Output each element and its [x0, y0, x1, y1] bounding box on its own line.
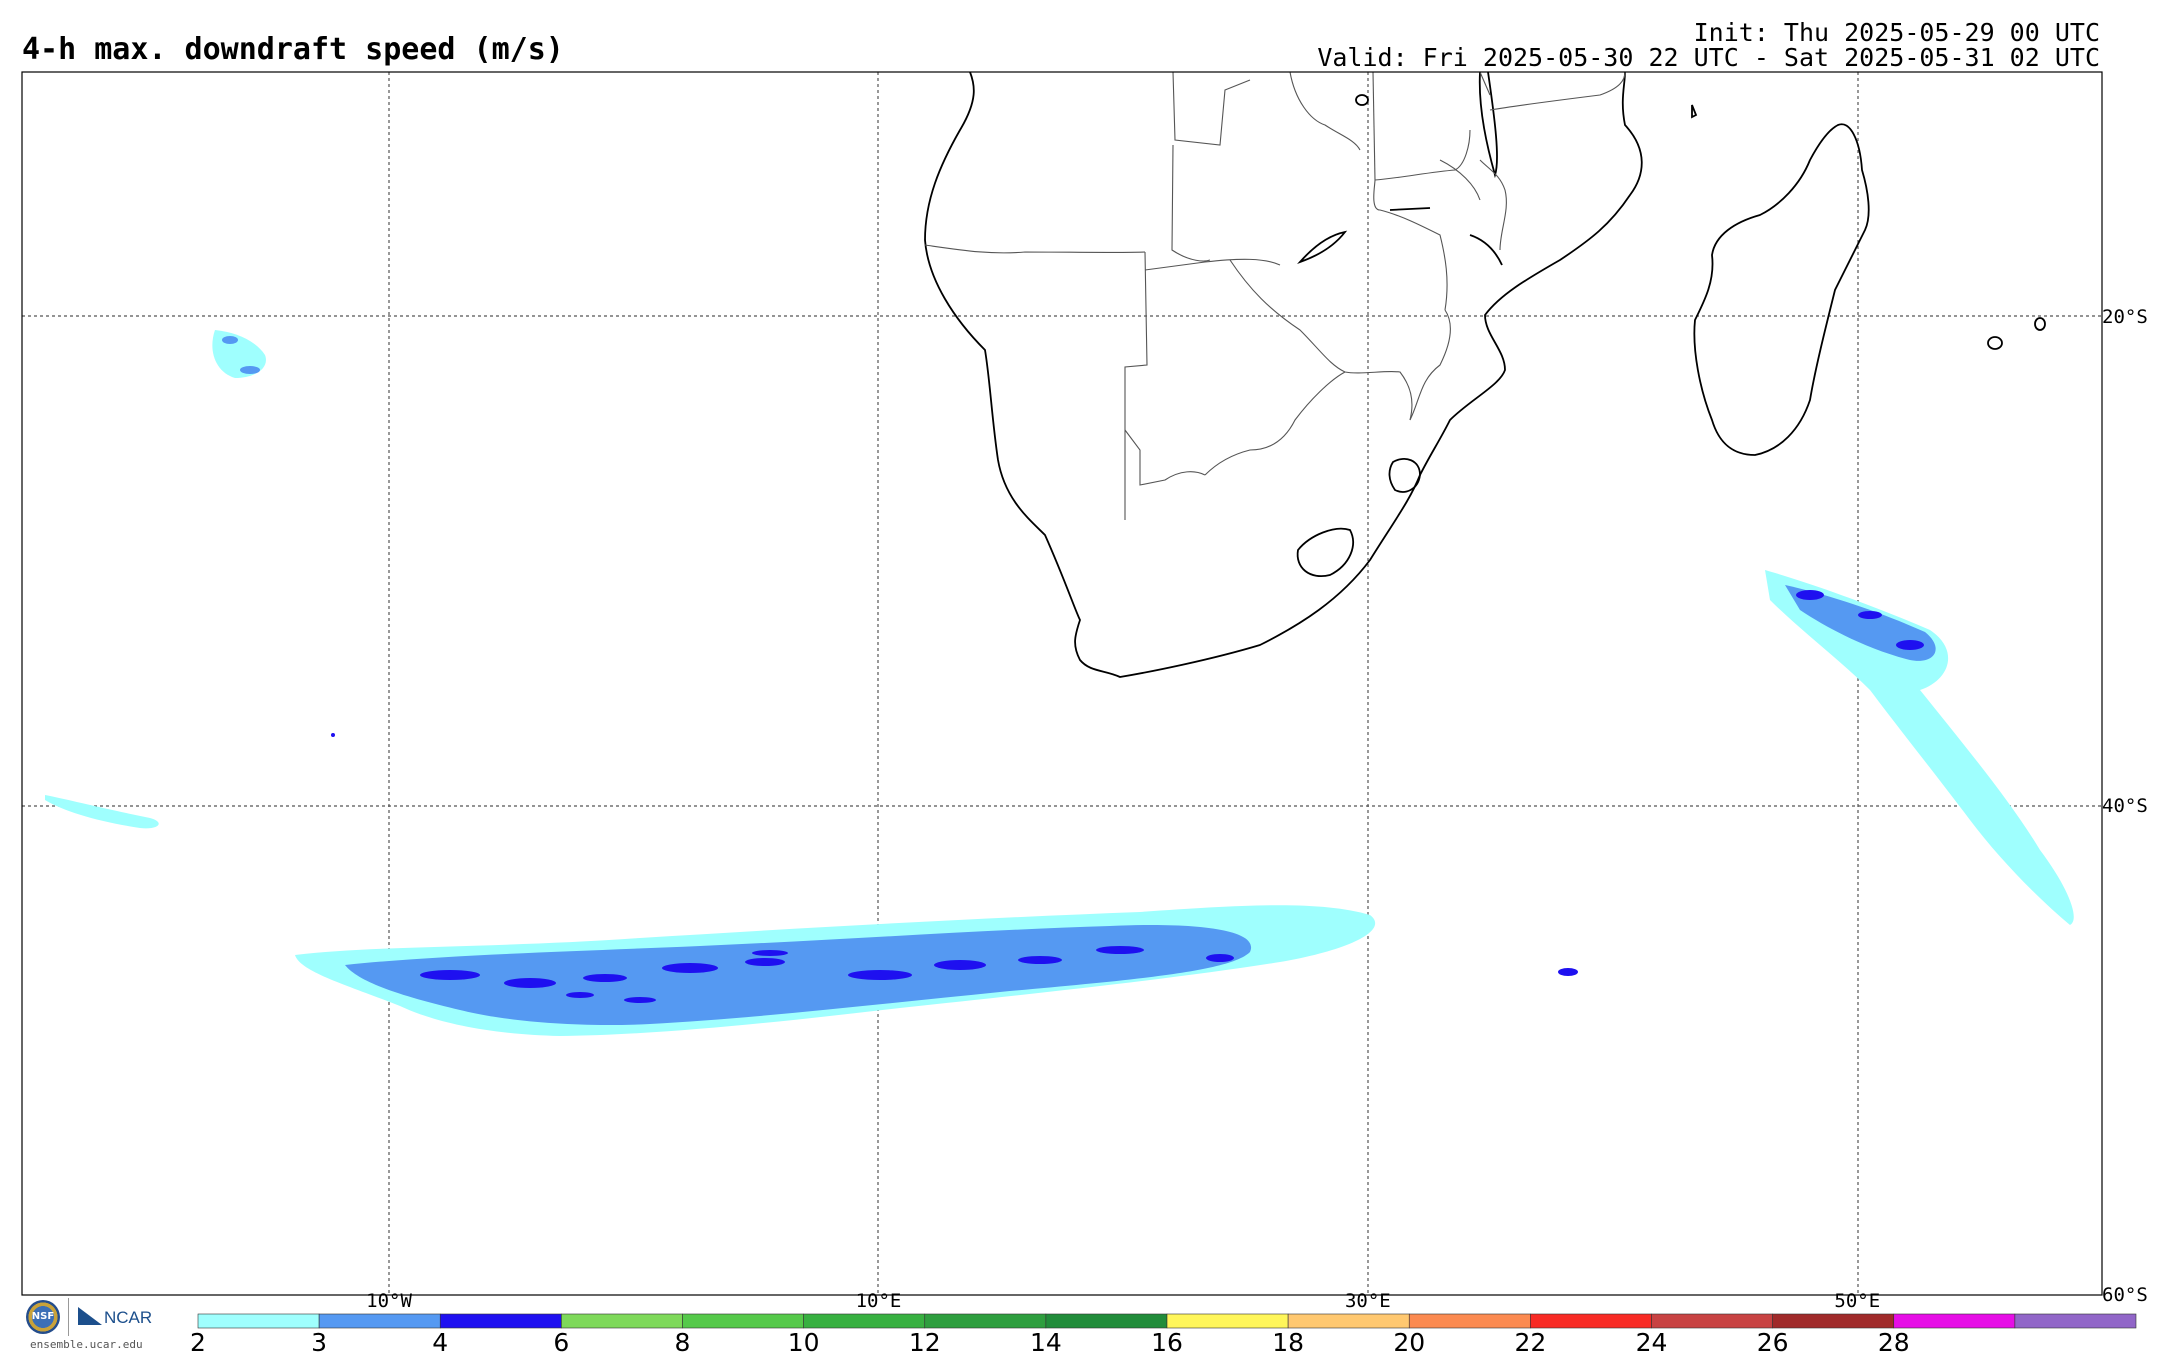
ncar-logo-text: NCAR	[104, 1308, 153, 1327]
downdraft-cores	[420, 946, 1234, 1003]
lon-label: 10°E	[855, 1290, 902, 1312]
colorbar-tick-label: 20	[1393, 1328, 1426, 1357]
colorbar-segment	[1166, 1313, 1289, 1329]
colorbar-tick-label: 28	[1877, 1328, 1910, 1357]
colorbar-segment	[1287, 1313, 1410, 1329]
colorbar-tick-label: 14	[1029, 1328, 1062, 1357]
colorbar-tick-label: 18	[1272, 1328, 1305, 1357]
downdraft-dot-1	[331, 733, 335, 737]
lat-label: 40°S	[2102, 794, 2148, 817]
colorbar-segment	[924, 1313, 1047, 1329]
lake-tanganyika-south	[1389, 207, 1431, 211]
valid-time: Valid: Fri 2025-05-30 22 UTC - Sat 2025-…	[1317, 43, 2100, 72]
colorbar-tick-label: 2	[190, 1328, 206, 1357]
downdraft-patch-west-mid	[222, 336, 260, 374]
init-time: Init: Thu 2025-05-29 00 UTC	[1693, 18, 2100, 47]
colorbar-tick-label: 24	[1635, 1328, 1668, 1357]
colorbar-tick-label: 16	[1151, 1328, 1183, 1357]
colorbar-segment	[318, 1313, 441, 1329]
colorbar-segment	[1893, 1313, 2016, 1329]
colorbar-tick-label: 22	[1514, 1328, 1547, 1357]
lon-label: 10°W	[366, 1290, 412, 1312]
downdraft-patch-sw	[45, 795, 159, 829]
colorbar-tick-label: 6	[553, 1328, 570, 1357]
colorbar-segment	[197, 1313, 320, 1329]
graticule	[22, 72, 2102, 1295]
colorbar-segment	[1530, 1313, 1652, 1329]
lon-label: 30°E	[1344, 1290, 1391, 1312]
colorbar-segment	[561, 1313, 683, 1329]
site-url: ensemble.ucar.edu	[30, 1338, 143, 1351]
comoros	[1691, 104, 1698, 119]
map-frame	[21, 71, 2103, 1296]
lake-1	[1355, 94, 1369, 106]
colorbar-segment	[1045, 1313, 1168, 1329]
country-borders	[924, 71, 1626, 520]
madagascar-coast	[1693, 123, 1870, 456]
colorbar-segment	[1651, 1313, 1773, 1329]
africa-coast	[924, 71, 1643, 678]
ncar-mark-icon	[78, 1307, 102, 1325]
colorbar	[197, 1313, 2137, 1329]
lake-malawi	[1478, 71, 1498, 179]
downdraft-streak-east	[1765, 570, 2074, 925]
lake-cahora	[1469, 234, 1503, 266]
colorbar-tick-label: 10	[787, 1328, 820, 1357]
colorbar-tick-label: 8	[674, 1328, 691, 1357]
colorbar-segment	[2014, 1313, 2137, 1329]
downdraft-streak-east-mid	[1785, 585, 1936, 661]
map-title: 4-h max. downdraft speed (m/s)	[22, 32, 564, 67]
downdraft-field	[45, 330, 2074, 1036]
ncar-logo: NCAR	[78, 1307, 152, 1328]
downdraft-dot-2	[1558, 968, 1578, 976]
colorbar-segment	[803, 1313, 926, 1329]
downdraft-band-mid	[345, 925, 1252, 1026]
colorbar-segment	[1408, 1313, 1531, 1329]
lat-label: 60°S	[2102, 1284, 2148, 1306]
lesotho	[1296, 527, 1354, 577]
nsf-logo: NSF	[26, 1300, 60, 1334]
reunion	[1987, 336, 2003, 350]
eswatini	[1388, 458, 1421, 493]
mauritius	[2034, 317, 2046, 331]
lake-kariba	[1297, 230, 1348, 264]
coastlines	[924, 71, 2046, 678]
colorbar-segment	[439, 1313, 562, 1329]
colorbar-tick-label: 4	[432, 1328, 449, 1357]
lon-label: 50°E	[1834, 1290, 1881, 1312]
colorbar-tick-label: 12	[908, 1328, 941, 1357]
lat-label: 20°S	[2102, 305, 2148, 328]
colorbar-segment	[1772, 1313, 1895, 1329]
colorbar-segment	[682, 1313, 804, 1329]
colorbar-tick-label: 26	[1756, 1328, 1789, 1357]
logo-divider	[68, 1298, 69, 1336]
downdraft-streak-east-cores	[1796, 590, 1924, 650]
colorbar-tick-label: 3	[311, 1328, 328, 1357]
